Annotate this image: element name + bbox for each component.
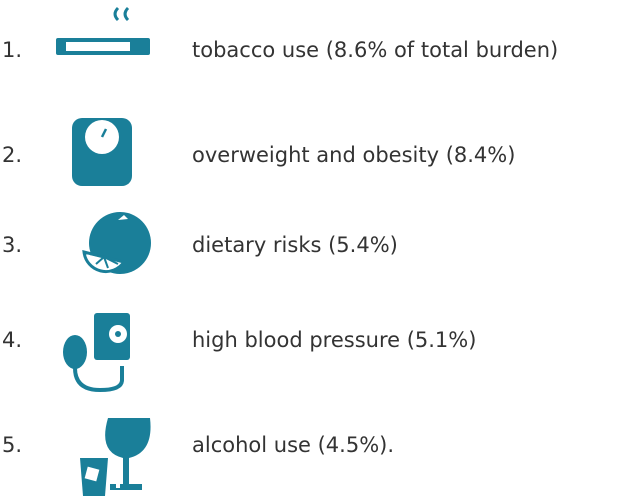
orange-icon <box>82 212 151 274</box>
item-number: 1. <box>2 38 23 62</box>
item-number: 5. <box>2 433 23 457</box>
item-label: high blood pressure (5.1%) <box>192 328 477 352</box>
alcohol-icon <box>80 418 151 496</box>
item-number: 4. <box>2 328 23 352</box>
scale-icon <box>72 118 132 186</box>
item-label: alcohol use (4.5%). <box>192 433 395 457</box>
item-label: overweight and obesity (8.4%) <box>192 143 516 167</box>
item-number: 2. <box>2 143 23 167</box>
item-number: 3. <box>2 233 23 257</box>
blood-pressure-icon <box>63 313 130 393</box>
cigarette-icon <box>56 6 150 55</box>
item-label: tobacco use (8.6% of total burden) <box>192 38 559 62</box>
item-label: dietary risks (5.4%) <box>192 233 398 257</box>
